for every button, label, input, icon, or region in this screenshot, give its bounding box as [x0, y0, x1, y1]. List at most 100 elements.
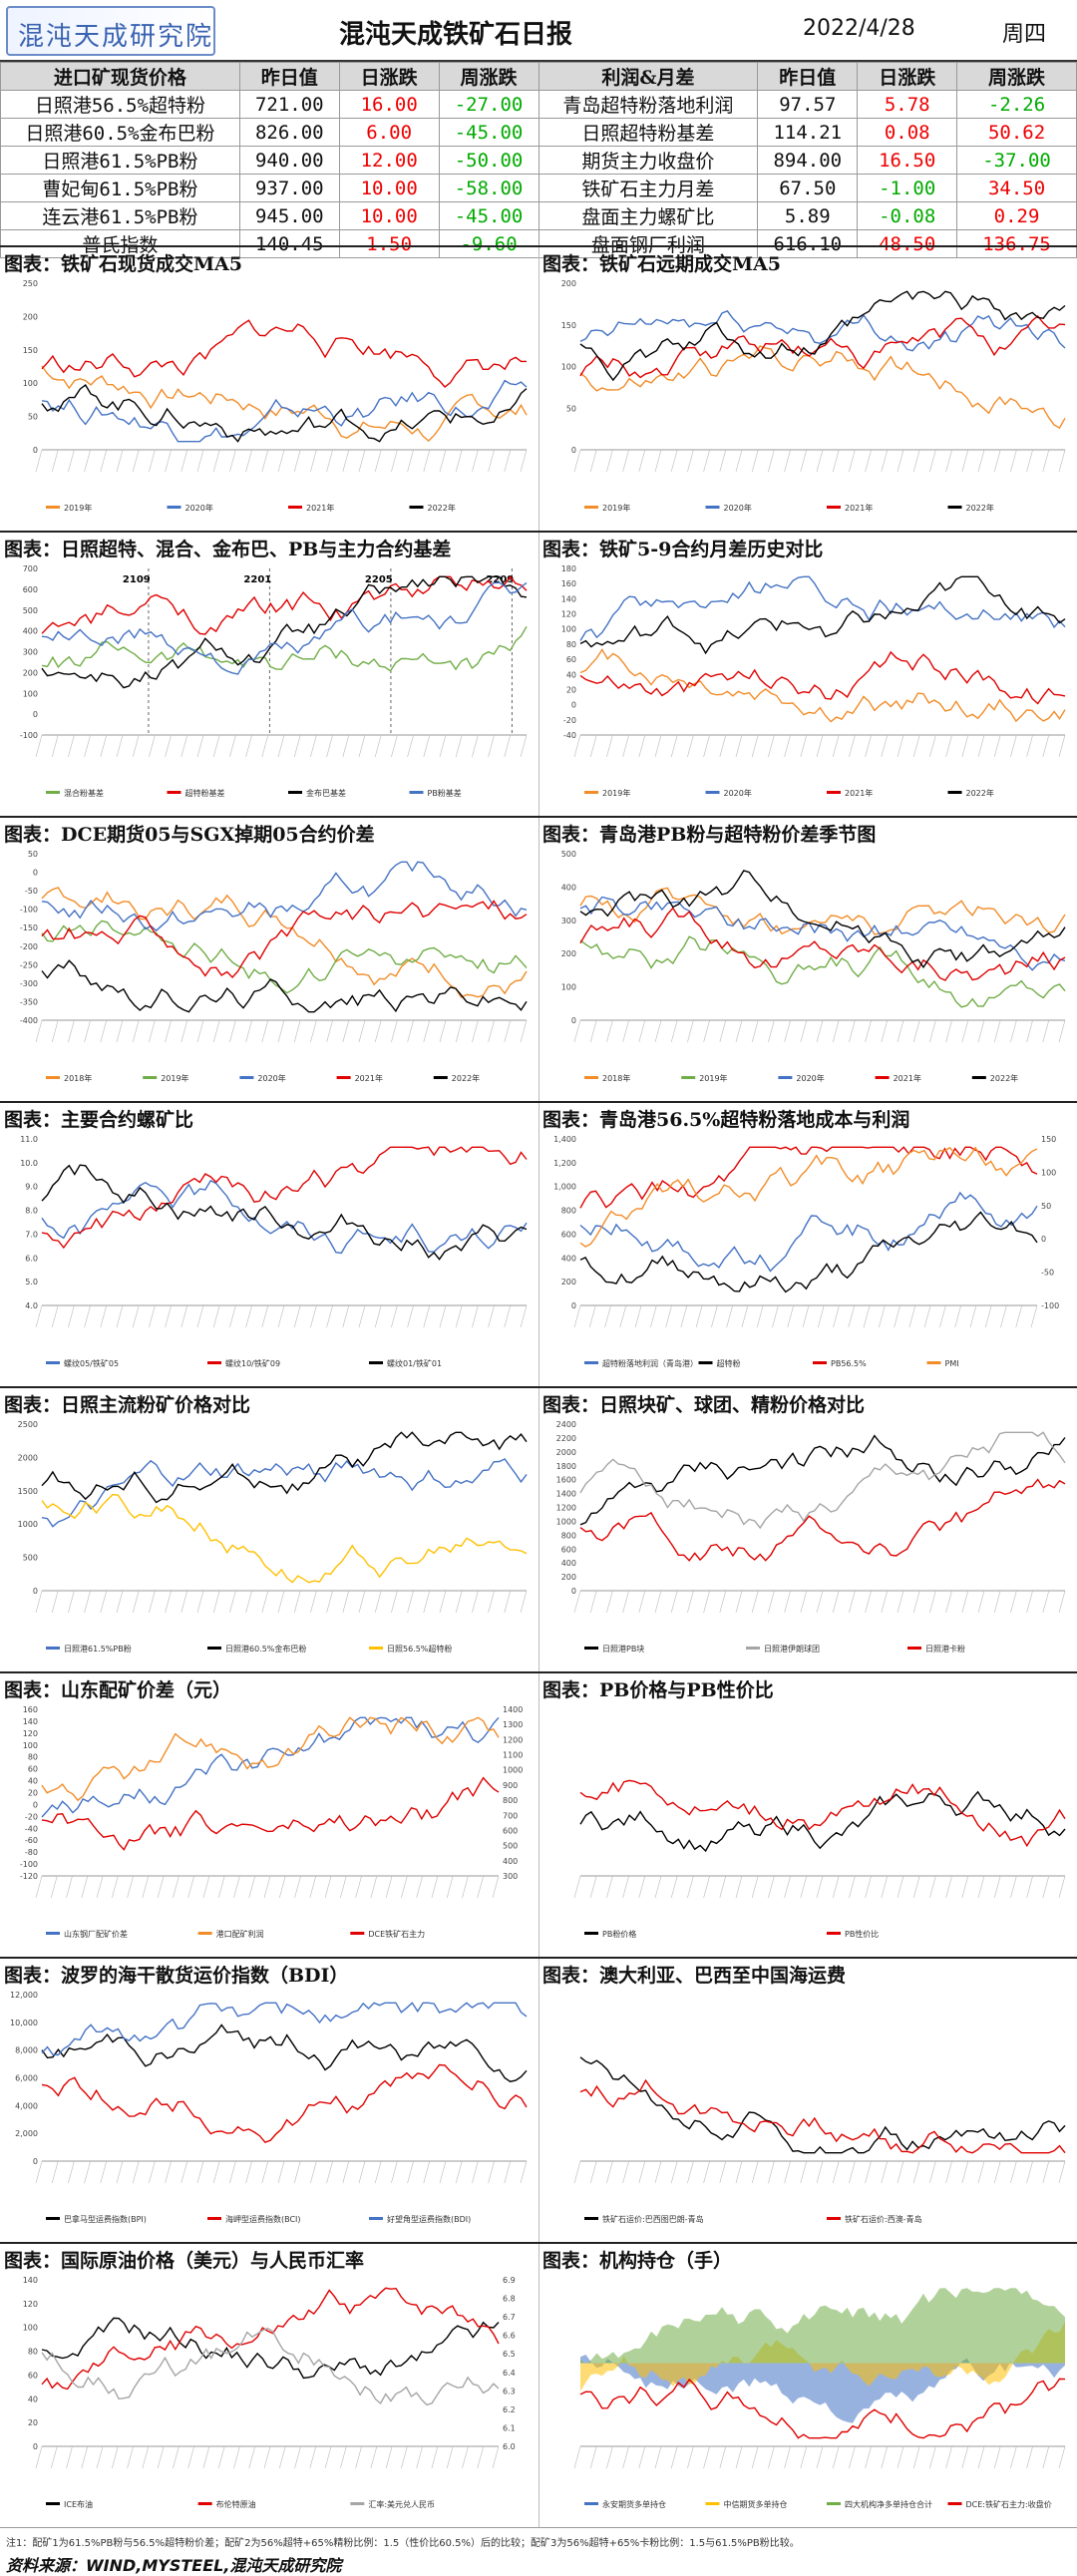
x-tick-mark — [816, 1590, 824, 1614]
series-line — [41, 1146, 528, 1250]
x-tick-mark — [245, 449, 252, 473]
legend-label: 2022年 — [428, 503, 456, 513]
x-tick-mark — [173, 1875, 180, 1899]
x-tick-mark — [897, 2160, 904, 2184]
legend-swatch — [239, 1076, 254, 1079]
legend-label: 中信期货多单持仓 — [724, 2499, 788, 2509]
x-tick-mark — [132, 1590, 140, 1614]
x-tick-mark — [1058, 449, 1066, 473]
x-tick-mark — [149, 1304, 156, 1328]
x-tick-mark — [1010, 1590, 1017, 1614]
summary-table: 进口矿现货价格 昨日值 日涨跌 周涨跌 利润&月差 昨日值 日涨跌 周涨跌 日照… — [0, 62, 1077, 258]
x-tick-mark — [589, 2160, 597, 2184]
x-tick-mark — [309, 1875, 317, 1899]
table-row: 普氏指数 140.45 1.50 -9.60 盘面钢厂利润 616.10 48.50 136.… — [0, 229, 1077, 258]
x-tick-mark — [800, 2160, 808, 2184]
x-tick-mark — [66, 2445, 73, 2469]
x-tick-mark — [849, 734, 856, 758]
x-tick-mark — [589, 449, 597, 473]
x-tick-mark — [520, 2160, 528, 2184]
y-tick-label: 400 — [561, 1559, 576, 1568]
y-tick-label: 60 — [28, 1765, 38, 1774]
y-tick-label: -120 — [20, 1872, 38, 1881]
y-tick-label: 50 — [566, 404, 576, 413]
y-tick-label: 500 — [23, 1554, 38, 1563]
y-tick-label: 7.0 — [25, 1230, 38, 1239]
x-tick-mark — [477, 1875, 485, 1899]
x-tick-mark — [665, 1304, 672, 1328]
x-tick-mark — [391, 734, 398, 758]
table-header-cell: 日涨跌 — [857, 62, 958, 91]
series-line — [579, 575, 1066, 655]
series-line — [579, 1211, 1038, 1293]
x-tick-mark — [488, 449, 495, 473]
x-tick-mark — [735, 2445, 743, 2469]
x-tick-mark — [703, 1590, 710, 1614]
x-tick-mark — [606, 1590, 613, 1614]
series-line — [579, 290, 1066, 382]
x-tick-mark — [326, 734, 333, 758]
x-tick-mark — [573, 2445, 581, 2469]
table-cell: -50.00 — [438, 146, 539, 175]
legend-swatch — [288, 791, 302, 794]
legend-label: 2022年 — [966, 503, 994, 513]
x-tick-mark — [670, 1590, 678, 1614]
chart-svg: -100 0 100 200 300 400 500 600 700 2109 2201 2205 22… — [20, 564, 528, 798]
x-tick-mark — [993, 734, 1001, 758]
legend-label: 混合粉基差 — [64, 788, 104, 798]
legend-swatch — [197, 2502, 212, 2505]
x-tick-mark — [800, 1019, 808, 1043]
x-tick-mark — [573, 734, 581, 758]
y-tick-label: -20 — [25, 1812, 38, 1821]
y-tick-label: 0 — [571, 1301, 576, 1310]
x-tick-mark — [229, 734, 236, 758]
chart-svg: -40 -20 0 20 40 60 80 100 120 140 160 180 2019年 2020年… — [561, 564, 1066, 798]
x-tick-mark — [703, 449, 710, 473]
x-tick-mark — [719, 1019, 727, 1043]
series-line — [579, 1790, 1066, 1853]
y-tick-label: 250 — [23, 279, 38, 288]
y2-tick-label: 0 — [1041, 1235, 1046, 1244]
x-tick-mark — [865, 449, 872, 473]
legend-swatch — [705, 2502, 720, 2505]
x-tick-mark — [407, 1590, 414, 1614]
x-tick-mark — [800, 449, 808, 473]
x-tick-mark — [488, 734, 495, 758]
y-tick-label: 0 — [571, 446, 576, 455]
legend-swatch — [350, 1932, 365, 1935]
y-tick-label: 0 — [33, 2157, 38, 2166]
chart-caption: 图表：山东配矿价差（元） — [4, 1679, 232, 1701]
x-tick-mark — [1042, 1019, 1050, 1043]
y-tick-label: 200 — [23, 312, 38, 321]
table-cell: 盘面主力螺矿比 — [538, 201, 759, 230]
x-tick-mark — [196, 734, 204, 758]
y-tick-label: 1,400 — [553, 1135, 576, 1144]
x-tick-mark — [638, 1590, 646, 1614]
x-tick-mark — [212, 1590, 220, 1614]
x-tick-mark — [374, 734, 382, 758]
table-cell: 日照港60.5%金布巴粉 — [0, 118, 240, 147]
x-tick-mark — [945, 1590, 952, 1614]
x-tick-mark — [929, 2445, 936, 2469]
table-cell: 铁矿石主力月差 — [538, 174, 759, 202]
y-tick-label: 2400 — [556, 1420, 576, 1429]
series-line — [41, 383, 528, 443]
series-line — [41, 2002, 528, 2056]
x-tick-mark — [261, 1590, 269, 1614]
x-tick-mark — [945, 1875, 952, 1899]
x-tick-mark — [294, 1875, 301, 1899]
footer: 注1：配矿1为61.5%PB粉与56.5%超特粉价差；配矿2为56%超特+65%… — [0, 2527, 1077, 2575]
x-tick-mark — [229, 449, 236, 473]
y-tick-label: -150 — [20, 923, 38, 932]
x-tick-mark — [324, 1875, 332, 1899]
x-tick-mark — [703, 734, 710, 758]
x-tick-mark — [670, 449, 678, 473]
table-cell: 连云港61.5%PB粉 — [0, 201, 240, 230]
x-tick-mark — [897, 734, 904, 758]
x-tick-mark — [520, 1590, 528, 1614]
x-tick-mark — [703, 1875, 710, 1899]
legend-label: PB56.5% — [831, 1359, 867, 1368]
legend-label: 螺纹01/铁矿01 — [387, 1358, 442, 1368]
y-tick-label: 100 — [23, 379, 38, 388]
x-tick-mark — [912, 734, 920, 758]
